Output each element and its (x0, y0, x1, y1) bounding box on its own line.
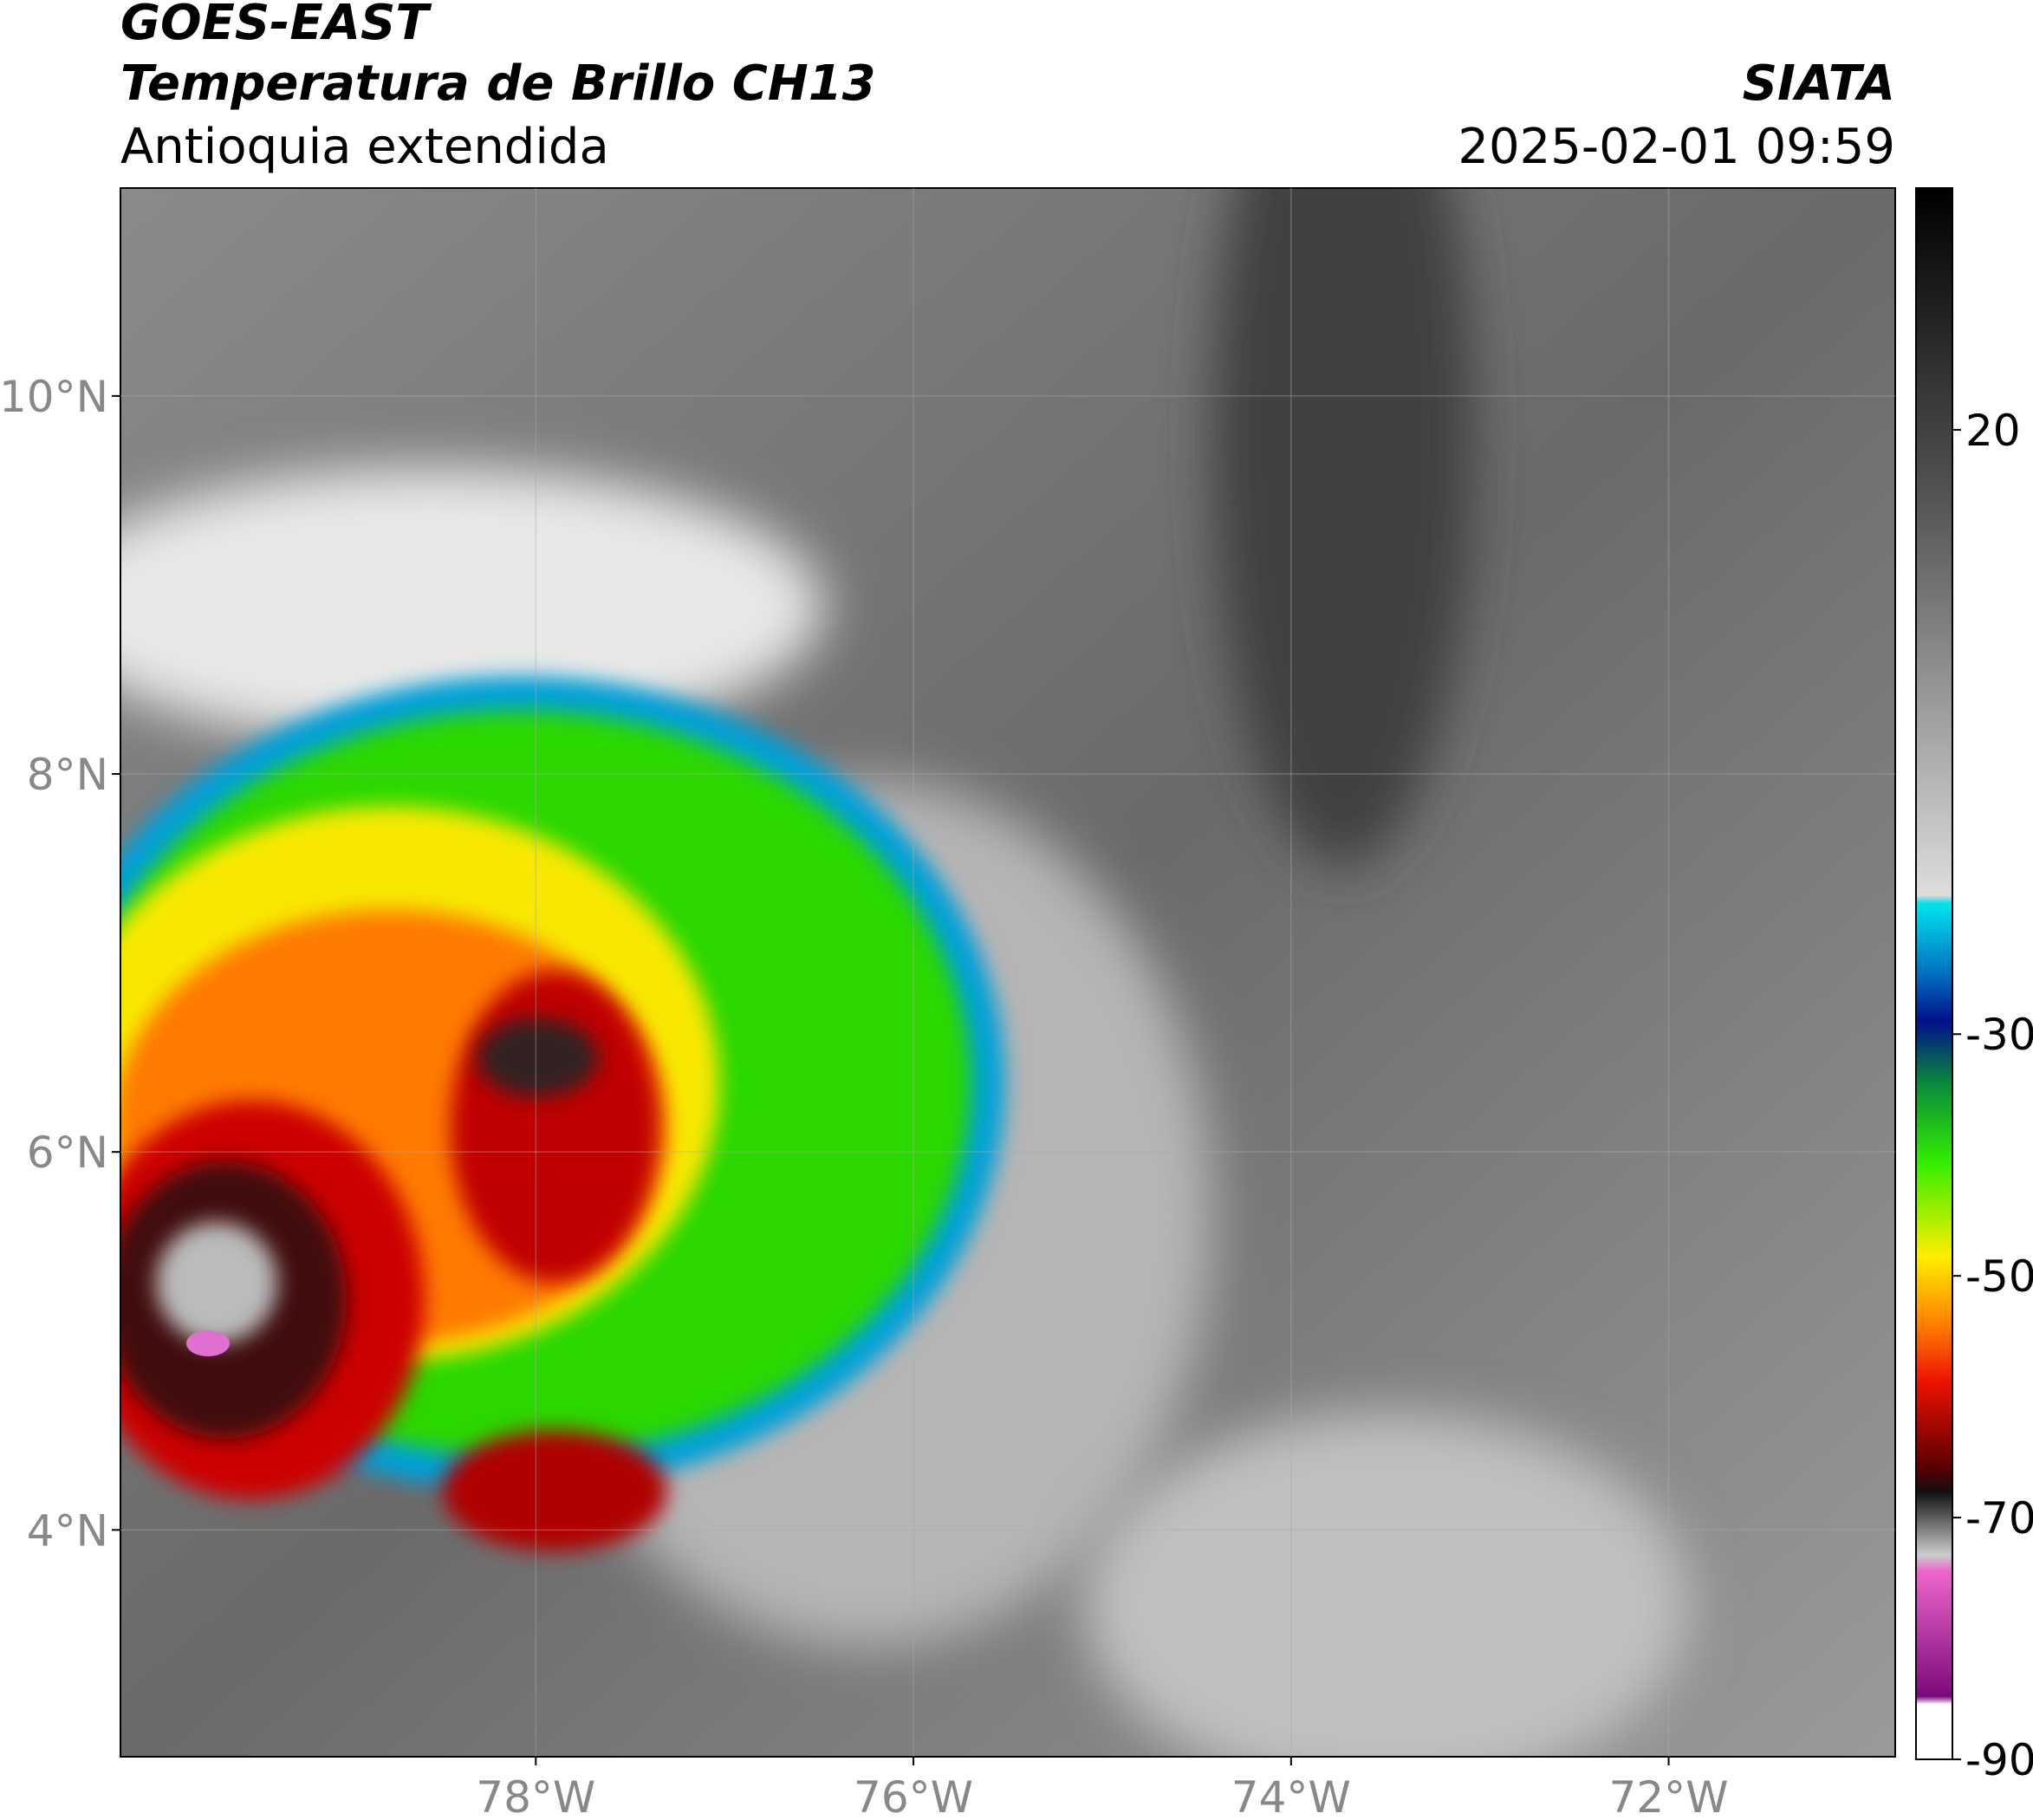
colorbar-tick-label: -30 (1965, 1010, 2033, 1060)
y-tick-label: 10°N (0, 372, 108, 422)
datetime: 2025-02-01 09:59 (1458, 119, 1895, 175)
map-frame (120, 187, 1896, 1758)
colorbar-tick-label: -90 (1965, 1735, 2033, 1785)
colorbar (1915, 187, 1953, 1760)
colorbar-tick-label: -70 (1965, 1493, 2033, 1544)
region: Antioquia extendida (120, 119, 609, 175)
satellite-image (120, 188, 1895, 1757)
brand: SIATA (1743, 55, 1895, 112)
x-tick-label: 72°W (1609, 1772, 1729, 1820)
colorbar-tick-label: -50 (1965, 1251, 2033, 1302)
title: GOES-EAST (120, 0, 432, 51)
colorbar-tick-label: 20 (1965, 406, 2021, 456)
x-tick-label: 78°W (476, 1772, 595, 1820)
subtitle: Temperatura de Brillo CH13 (120, 55, 876, 112)
x-tick-label: 74°W (1231, 1772, 1351, 1820)
x-tick-label: 76°W (854, 1772, 973, 1820)
y-tick-label: 8°N (27, 750, 108, 800)
y-tick-label: 4°N (27, 1505, 108, 1556)
y-tick-label: 6°N (27, 1128, 108, 1178)
